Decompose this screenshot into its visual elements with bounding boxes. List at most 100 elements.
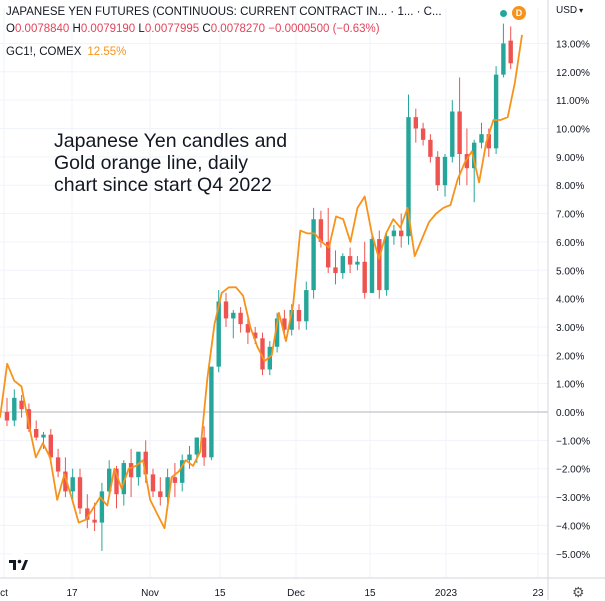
x-tick-label: 23 [532, 588, 544, 599]
candle-body [128, 463, 134, 478]
x-tick-label: 15 [214, 588, 226, 599]
y-tick-label: 7.00% [556, 210, 584, 221]
x-tick-label: 17 [66, 588, 78, 599]
compare-symbol-row[interactable]: GC1!, COMEX 12.55% [6, 46, 126, 58]
candle-body [253, 332, 258, 339]
candle-body [340, 256, 345, 274]
candle-body [479, 134, 484, 143]
candle [384, 233, 389, 296]
candle-body [391, 230, 397, 237]
candle [428, 134, 433, 163]
y-tick-label: 3.00% [556, 323, 584, 334]
y-tick-label: 13.00% [556, 39, 590, 50]
high-label: H [72, 23, 81, 35]
candle-body [413, 117, 418, 129]
annotation-line: Japanese Yen candles and [54, 130, 288, 152]
x-tick-label: ct [0, 588, 8, 599]
candle [362, 241, 367, 299]
currency-label: USD [556, 5, 578, 16]
y-tick-label: 6.00% [556, 238, 584, 249]
candle-body [70, 477, 75, 492]
candle [347, 247, 353, 274]
candle [340, 253, 345, 279]
candle [501, 23, 506, 78]
y-tick-label: −3.00% [556, 493, 590, 504]
candle-body [406, 117, 411, 237]
candle-body [187, 454, 192, 461]
y-tick-label: 5.00% [556, 266, 584, 277]
candle [508, 26, 513, 69]
currency-selector[interactable]: USD ▾ [556, 5, 583, 16]
y-tick-label: −4.00% [556, 521, 590, 532]
candle-body [296, 309, 302, 322]
candle [99, 482, 105, 551]
compare-symbol: GC1!, COMEX [6, 46, 82, 58]
candle [355, 256, 360, 271]
candle [304, 281, 309, 330]
candle [442, 154, 448, 197]
candle [399, 213, 404, 248]
candle [136, 451, 141, 486]
candle-body [355, 261, 360, 265]
y-tick-label: 11.00% [556, 96, 589, 107]
candle-body [326, 241, 331, 268]
candle-body [347, 256, 353, 265]
y-tick-label: −1.00% [556, 436, 590, 447]
candle-body [223, 301, 229, 319]
candle-body [472, 142, 477, 169]
dividend-badge[interactable]: D [512, 6, 526, 20]
y-tick-label: 9.00% [556, 153, 584, 164]
candle-body [508, 40, 513, 64]
candle-body [377, 239, 382, 291]
candle-body [121, 463, 126, 495]
settings-gear-icon[interactable]: ⚙ [572, 584, 585, 600]
candle-body [457, 111, 462, 155]
candle-body [318, 219, 324, 242]
candle-body [12, 397, 17, 421]
candle [231, 309, 236, 339]
candle [311, 207, 316, 299]
candle [34, 420, 39, 441]
candle [19, 394, 24, 418]
close-value: 0.0078270 [210, 23, 266, 35]
candle-body [369, 239, 375, 293]
candle-body [55, 457, 61, 472]
candle [267, 341, 272, 376]
candle [450, 100, 455, 163]
x-axis-ticks: ct 17 Nov 15 Dec 15 2023 23 [0, 588, 544, 599]
candle-body [435, 156, 440, 186]
candle-body [362, 261, 367, 293]
y-tick-label: 1.00% [556, 380, 584, 391]
candle-body [201, 437, 207, 458]
candle [391, 224, 397, 245]
tradingview-logo-icon[interactable] [6, 552, 30, 576]
yen-candles [4, 23, 513, 551]
y-tick-label: 10.00% [556, 125, 590, 136]
candle-body [442, 156, 448, 186]
candle-body [464, 154, 470, 169]
candle-body [209, 366, 214, 458]
candle [12, 389, 17, 427]
candle-body [41, 434, 46, 438]
candle [296, 304, 302, 330]
candle [70, 468, 75, 503]
candle [464, 128, 470, 186]
candle [187, 446, 192, 469]
candle-body [493, 74, 499, 149]
candle [150, 468, 156, 498]
candle-body [274, 318, 280, 347]
y-tick-label: 2.00% [556, 351, 584, 362]
candle-body [107, 468, 112, 492]
candle-body [158, 491, 163, 498]
candle-body [486, 134, 491, 149]
open-label: O [6, 23, 15, 35]
candle-body [77, 477, 83, 509]
candle-body [238, 312, 243, 325]
candle-body [216, 301, 221, 367]
candle-body [150, 474, 156, 492]
candle-body [143, 451, 148, 475]
candle-body [180, 460, 185, 483]
y-tick-label: 0.00% [556, 408, 584, 419]
